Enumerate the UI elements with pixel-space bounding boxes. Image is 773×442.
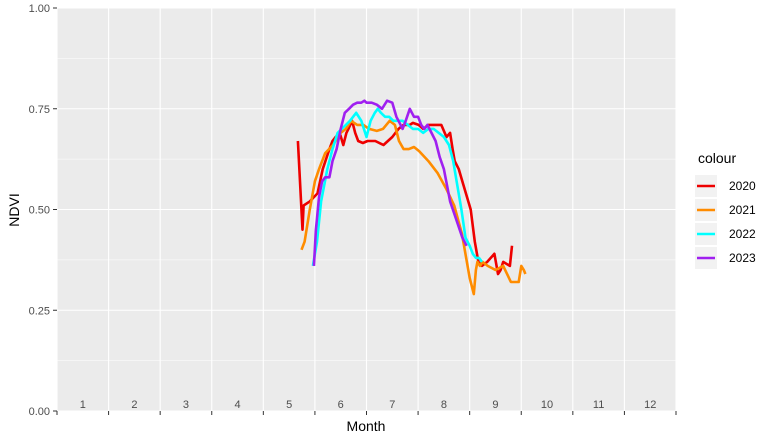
x-axis-ticks: 1 2 3 4 5 6 7 8 9 10 11 12 [56,399,677,415]
x-tick-label: 2 [131,399,137,411]
x-tick-label: 10 [541,399,553,411]
x-axis-title: Month [347,418,386,434]
y-axis-ticks: 0.00 0.25 0.50 0.75 1.00 [29,3,57,418]
y-tick-label: 0.75 [29,104,50,116]
legend-label-2020: 2020 [729,179,756,193]
legend: colour 2020 2021 2022 2023 [695,150,756,269]
series-layer [296,99,527,296]
x-tick-label: 9 [492,399,498,411]
x-tick-label: 3 [183,399,189,411]
y-tick-label: 1.00 [29,3,50,15]
x-tick-label: 4 [234,399,240,411]
x-tick-label: 6 [338,399,344,411]
x-tick-label: 12 [644,399,656,411]
x-tick-label: 11 [593,399,604,411]
legend-label-2022: 2022 [729,227,756,241]
y-tick-label: 0.50 [29,205,50,217]
series-line-2023 [312,99,468,266]
y-tick-label: 0.25 [29,305,50,317]
grid [56,7,677,412]
legend-label-2021: 2021 [729,203,756,217]
x-tick-label: 1 [80,399,86,411]
x-tick-label: 8 [441,399,447,411]
x-tick-label: 7 [389,399,395,411]
legend-label-2023: 2023 [729,251,756,265]
y-axis-title: NDVI [6,193,22,226]
legend-items: 2020 2021 2022 2023 [695,175,756,269]
y-tick-label: 0.00 [29,406,50,418]
legend-title: colour [698,150,736,166]
x-tick-label: 5 [286,399,292,411]
